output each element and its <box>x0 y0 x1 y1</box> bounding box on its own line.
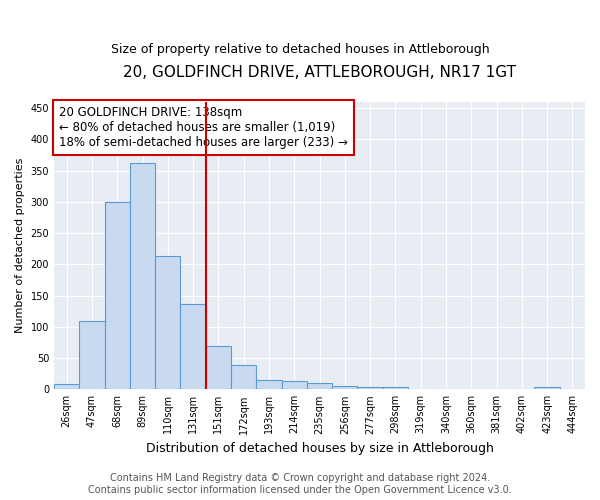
Y-axis label: Number of detached properties: Number of detached properties <box>15 158 25 334</box>
Bar <box>281 381 307 390</box>
Text: Contains HM Land Registry data © Crown copyright and database right 2024.
Contai: Contains HM Land Registry data © Crown c… <box>88 474 512 495</box>
Bar <box>54 384 79 390</box>
Bar <box>256 380 281 390</box>
Bar <box>181 304 206 390</box>
Bar <box>535 387 560 390</box>
Bar <box>130 163 155 390</box>
Bar <box>79 321 104 390</box>
Text: 20 GOLDFINCH DRIVE: 138sqm
← 80% of detached houses are smaller (1,019)
18% of s: 20 GOLDFINCH DRIVE: 138sqm ← 80% of deta… <box>59 106 348 150</box>
Bar <box>206 346 231 390</box>
Bar <box>231 365 256 390</box>
Bar <box>358 387 383 390</box>
Text: Size of property relative to detached houses in Attleborough: Size of property relative to detached ho… <box>110 42 490 56</box>
Bar <box>104 202 130 390</box>
X-axis label: Distribution of detached houses by size in Attleborough: Distribution of detached houses by size … <box>146 442 493 455</box>
Bar <box>332 386 358 390</box>
Bar <box>383 387 408 390</box>
Bar <box>155 256 181 390</box>
Bar <box>307 383 332 390</box>
Title: 20, GOLDFINCH DRIVE, ATTLEBOROUGH, NR17 1GT: 20, GOLDFINCH DRIVE, ATTLEBOROUGH, NR17 … <box>123 65 516 80</box>
